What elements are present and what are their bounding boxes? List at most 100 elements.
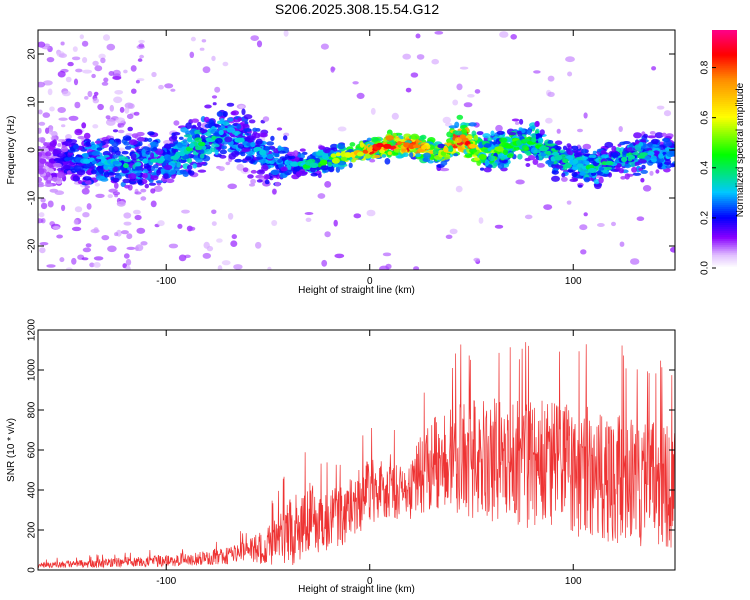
spectrogram-blob [153,164,159,169]
colorbar-band [712,152,737,156]
spectrogram-blob [248,183,256,187]
spectrogram-blob [293,167,301,172]
spectrogram-blob [77,180,83,184]
colorbar-band [712,31,737,35]
spectrogram-blob [366,209,376,217]
spectrogram-blob [270,135,275,142]
colorbar-band [712,162,737,166]
spectrogram-blob [310,172,318,177]
spectrogram-blob [643,133,648,138]
spectrogram-blob [533,149,541,154]
spectrogram-blob [230,111,237,116]
spectrogram-blob [468,148,478,153]
spectrogram-blob [474,89,481,94]
colorbar-band [712,176,737,180]
colorbar-band [712,141,737,144]
spectrogram-blob [72,175,80,182]
spectrogram-blob [47,162,54,168]
spectrogram-blob [231,151,240,157]
spectrogram-blob [631,166,638,173]
spectrogram-blob [57,70,66,78]
spectrogram-blob [651,138,659,145]
spectrogram-blob [38,184,45,188]
spectrogram-core [412,144,421,149]
spectrogram-blob [556,128,561,134]
spectrogram-blob [632,151,640,156]
spectrogram-blob [112,177,120,183]
spectrogram-blob [482,133,491,139]
spectrogram-blob [195,146,203,150]
colorbar-band [712,121,737,124]
spectrogram-blob [86,168,93,176]
spectrogram-blob [324,231,331,238]
spectrogram-blob [121,150,129,155]
spectrogram-blob [393,148,402,153]
colorbar-band [712,210,737,214]
y-tick-label: 0 [27,147,38,153]
spectrogram-blob [370,107,376,115]
spectrogram-blob [445,234,453,239]
spectrogram-blob [134,214,142,221]
colorbar-band [712,99,737,102]
spectrogram-blob [439,167,450,172]
spectrogram-blob [588,157,595,164]
spectrogram-blob [283,135,288,141]
spectrogram-blob [140,241,148,246]
spectrogram-blob [225,161,231,166]
spectrogram-blob [139,54,145,59]
spectrogram-blob [133,111,140,116]
colorbar-band [712,240,737,243]
spectrogram-blob [278,150,286,154]
spectrogram-blob [218,166,225,172]
spectrogram-blob [39,247,46,254]
colorbar-band [712,101,737,104]
spectrogram-blob [59,257,65,263]
spectrogram-blob [518,127,523,131]
spectrogram-blob [93,256,104,261]
colorbar-band [712,212,737,216]
colorbar: 0.0 0.2 0.4 0.6 0.8 Normalized spectral ampl… [700,30,746,275]
spectrogram-blob [573,152,581,158]
spectrogram-blob [256,169,265,175]
colorbar-band [712,65,737,69]
spectrogram-blob [68,115,79,121]
spectrogram-blob [62,164,71,170]
spectrogram-blob [256,156,263,160]
spectrogram-blob [231,234,237,240]
colorbar-band [712,222,737,225]
spectrogram-blob [135,244,144,252]
spectrogram-blob [487,147,492,151]
spectrogram-blob [67,61,74,67]
spectrogram-blob [112,76,122,80]
spectrogram-core [669,150,675,156]
spectrogram-blob [103,77,109,83]
spectrogram-blob [62,90,71,97]
spectrogram-blob [640,138,647,143]
spectrogram-blob [112,166,119,173]
colorbar-band [712,232,737,235]
spectrogram-blob [69,139,78,144]
spectrogram-blob [93,91,99,96]
spectrogram-blob [656,157,665,163]
colorbar-band [712,156,737,160]
spectrogram-blob [497,162,505,169]
spectrogram-blob [391,112,399,120]
spectrogram-blob [123,221,132,226]
colorbar-band [712,89,737,93]
colorbar-band [712,115,737,118]
spectrogram-blob [654,132,664,139]
spectrogram-blob [61,144,66,148]
colorbar-band [712,139,737,142]
spectrogram-core [469,143,477,149]
colorbar-band [712,158,737,162]
spectrogram-blob [127,126,133,132]
spectrogram-core [443,146,449,153]
spectrogram-blob [566,200,572,205]
spectrogram-core [495,146,504,152]
spectrogram-core [545,150,552,155]
spectrogram-blob [46,57,55,63]
colorbar-band [712,67,737,71]
spectrogram-blob [261,164,269,172]
spectrogram-blob [255,138,263,145]
